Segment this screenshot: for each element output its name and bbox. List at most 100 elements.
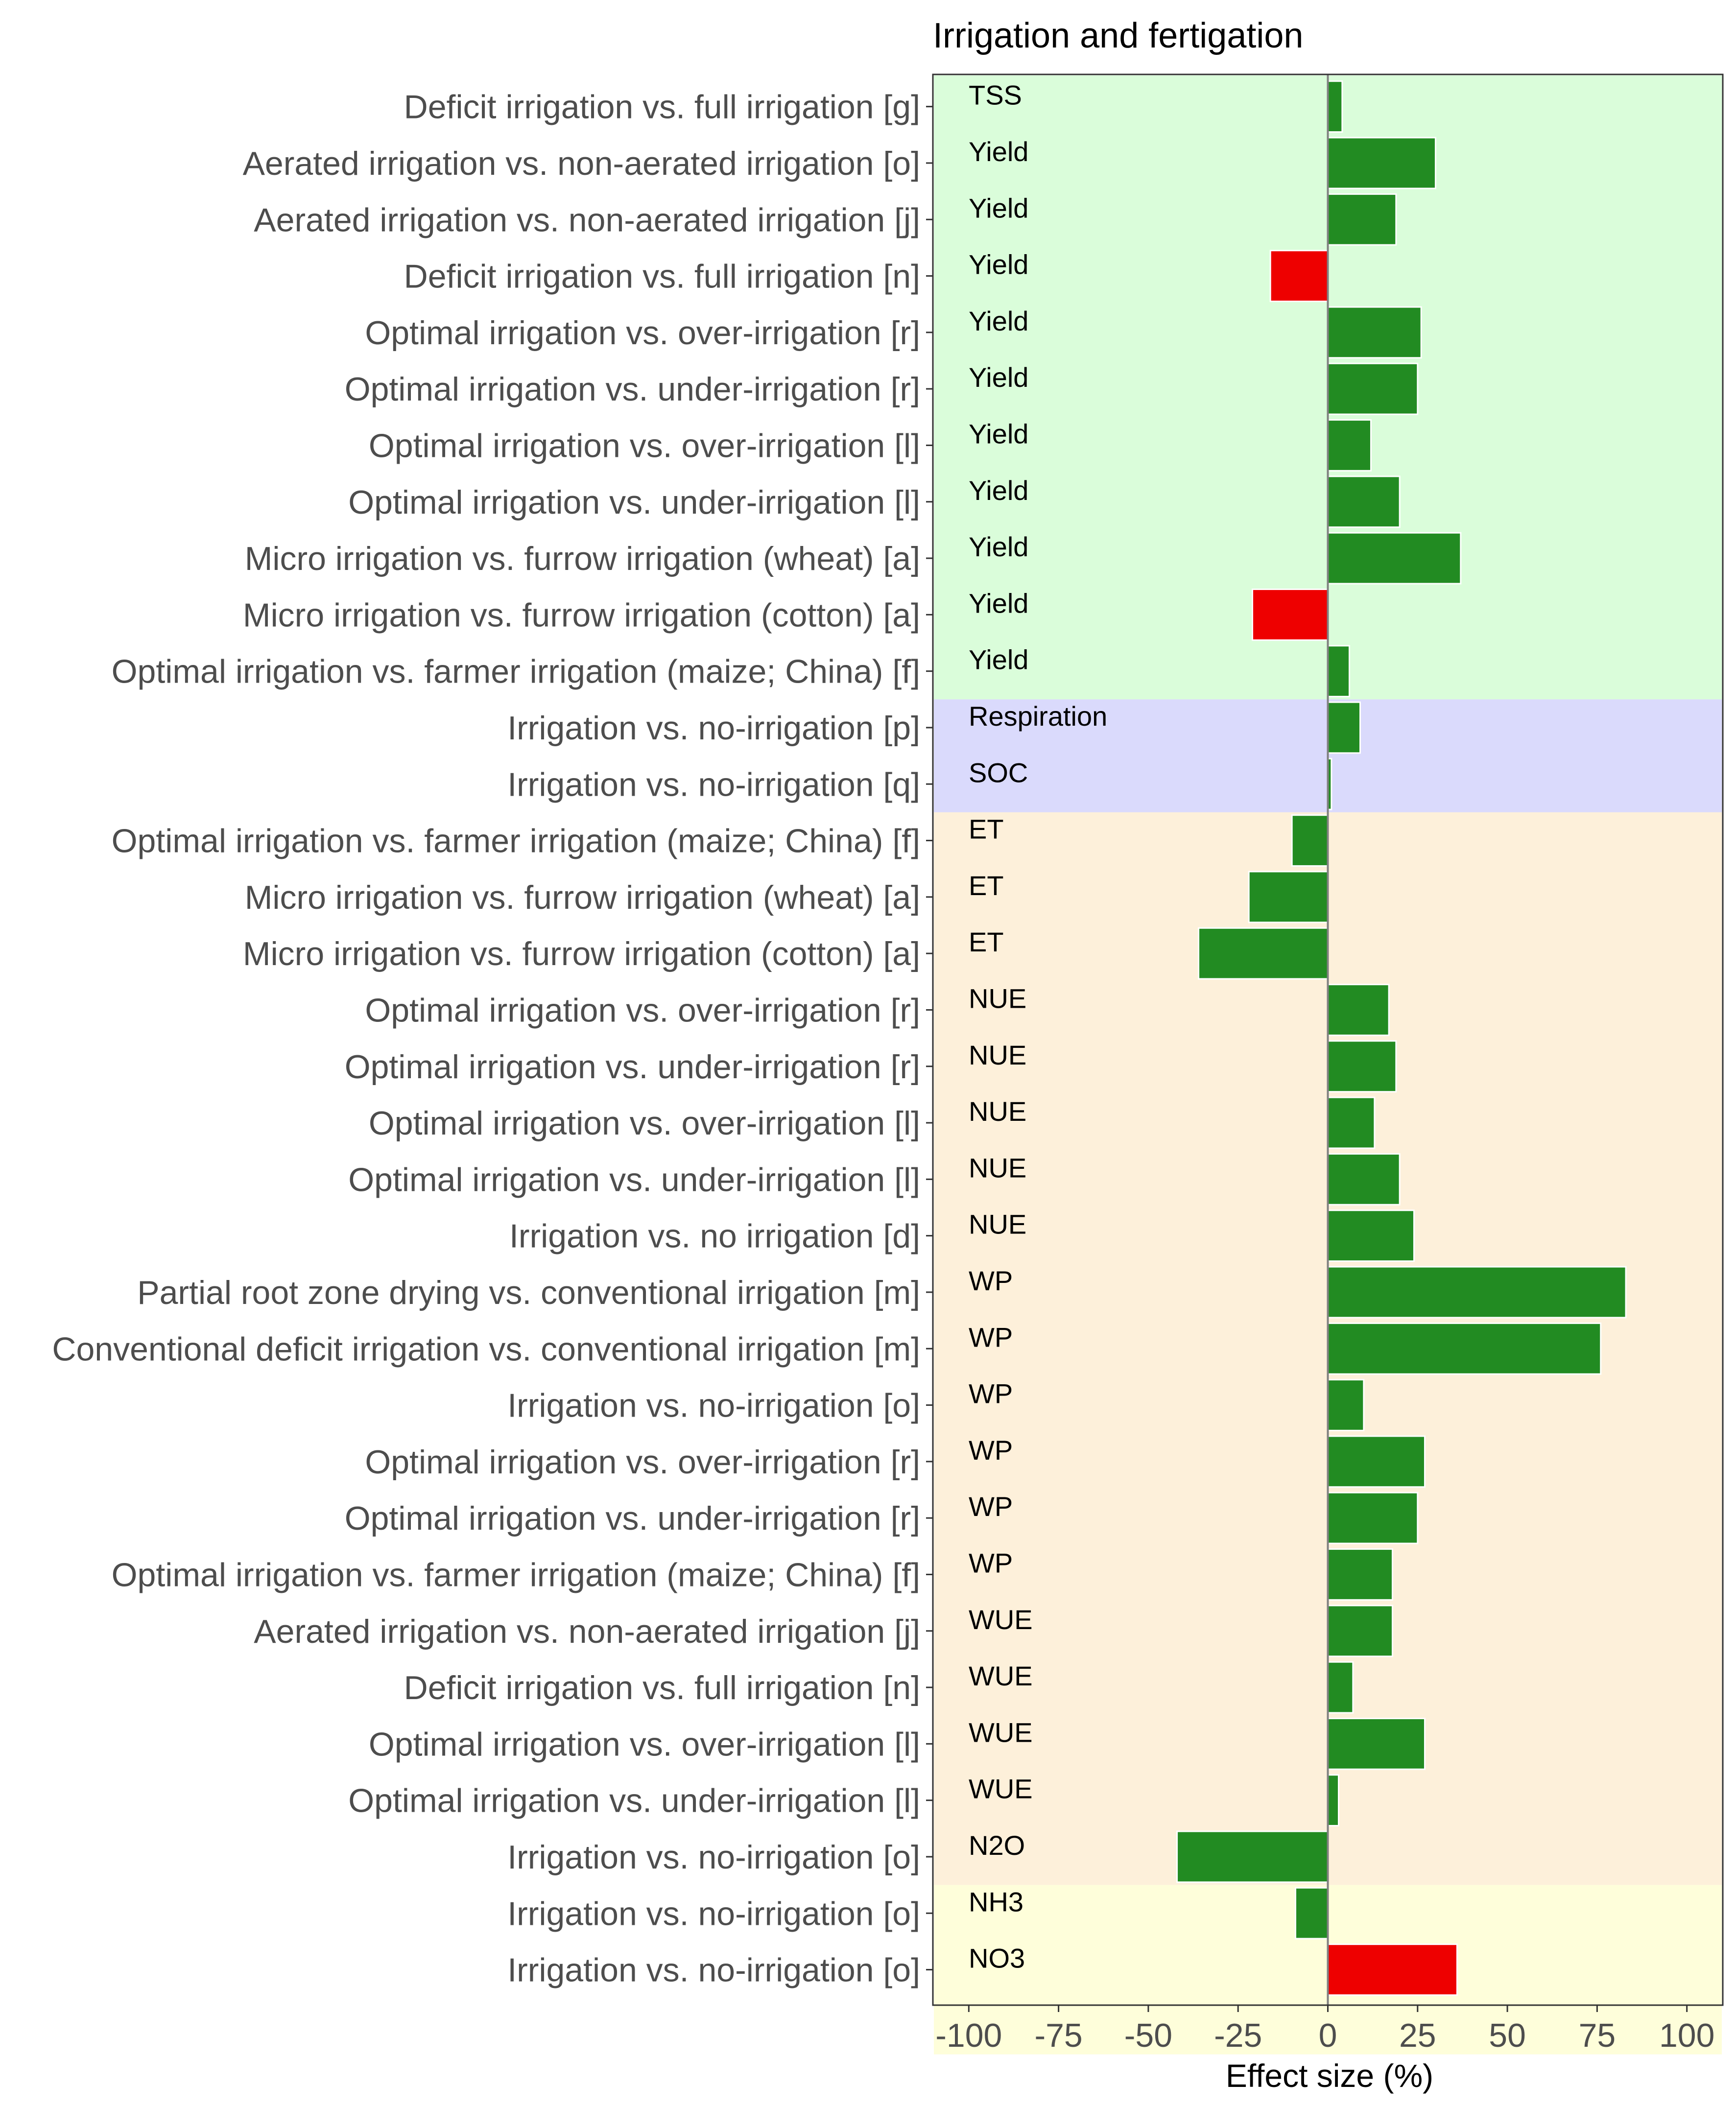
- row-tag: WP: [969, 1322, 1013, 1352]
- row-tag: ET: [969, 814, 1004, 845]
- row-tag: WP: [969, 1491, 1013, 1522]
- row-tag: Yield: [969, 192, 1028, 223]
- bar: [1327, 1153, 1401, 1206]
- y-tick-label: Optimal irrigation vs. under-irrigation …: [345, 371, 920, 408]
- bar: [1327, 1548, 1393, 1601]
- y-axis: Deficit irrigation vs. full irrigation […: [52, 89, 933, 1989]
- row-tag: NUE: [969, 1209, 1026, 1240]
- y-tick-label: Optimal irrigation vs. under-irrigation …: [348, 484, 920, 521]
- row-tag: WUE: [969, 1774, 1033, 1804]
- bar: [1327, 137, 1436, 189]
- y-tick-label: Conventional deficit irrigation vs. conv…: [52, 1330, 920, 1368]
- row-tag: WP: [969, 1547, 1013, 1578]
- bar: [1291, 814, 1329, 867]
- row-tag: SOC: [969, 757, 1028, 788]
- x-tick-label: -25: [1214, 2017, 1262, 2054]
- row-tag: Yield: [969, 418, 1028, 449]
- bar: [1295, 1887, 1329, 1940]
- x-tick-label: -75: [1034, 2017, 1082, 2054]
- y-tick-label: Optimal irrigation vs. under-irrigation …: [345, 1500, 920, 1537]
- y-tick-label: Optimal irrigation vs. under-irrigation …: [348, 1161, 920, 1198]
- row-tag: Yield: [969, 362, 1028, 393]
- row-tag: NO3: [969, 1943, 1025, 1974]
- y-tick-label: Micro irrigation vs. furrow irrigation (…: [245, 540, 920, 577]
- x-tick-label: 25: [1399, 2017, 1436, 2054]
- bar: [1327, 1435, 1426, 1488]
- row-tag: Yield: [969, 644, 1028, 675]
- y-tick-label: Optimal irrigation vs. under-irrigation …: [345, 1048, 920, 1086]
- bar: [1327, 1266, 1627, 1319]
- row-tag: Respiration: [969, 701, 1107, 732]
- chart-title: Irrigation and fertigation: [933, 16, 1303, 55]
- bar: [1327, 1322, 1602, 1375]
- y-tick-label: Optimal irrigation vs. farmer irrigation…: [112, 823, 920, 860]
- y-tick-label: Optimal irrigation vs. over-irrigation […: [369, 427, 920, 464]
- y-tick-label: Micro irrigation vs. furrow irrigation (…: [245, 879, 920, 916]
- row-tag: WUE: [969, 1604, 1033, 1635]
- row-tag: ET: [969, 870, 1004, 901]
- row-tag: WUE: [969, 1717, 1033, 1748]
- bar: [1327, 419, 1372, 472]
- bar: [1327, 306, 1422, 359]
- x-axis-title: Effect size (%): [1226, 2058, 1433, 2094]
- bar: [1248, 871, 1329, 923]
- bar: [1327, 1943, 1458, 1996]
- row-tag: WP: [969, 1265, 1013, 1296]
- bar: [1327, 1661, 1354, 1714]
- row-tag: ET: [969, 926, 1004, 957]
- row-tag: N2O: [969, 1830, 1025, 1861]
- row-tag: NH3: [969, 1886, 1023, 1917]
- y-tick-label: Optimal irrigation vs. over-irrigation […: [365, 992, 920, 1029]
- x-tick-label: -100: [935, 2017, 1002, 2054]
- row-tag: TSS: [969, 80, 1022, 111]
- x-tick-label: 50: [1489, 2017, 1526, 2054]
- bars: [1176, 80, 1627, 1996]
- y-tick-label: Aerated irrigation vs. non-aerated irrig…: [254, 1613, 920, 1650]
- bar: [1327, 1096, 1376, 1149]
- row-tag: Yield: [969, 306, 1028, 336]
- x-tick-label: 0: [1319, 2017, 1337, 2054]
- bar: [1327, 1717, 1426, 1770]
- bar: [1198, 927, 1329, 980]
- y-tick-label: Deficit irrigation vs. full irrigation […: [404, 258, 920, 295]
- row-tag: Yield: [969, 475, 1028, 506]
- bar: [1327, 701, 1361, 754]
- y-tick-label: Optimal irrigation vs. under-irrigation …: [348, 1782, 920, 1820]
- x-tick-label: 75: [1579, 2017, 1616, 2054]
- bar: [1327, 475, 1401, 528]
- bar: [1327, 1605, 1393, 1657]
- bar: [1252, 588, 1329, 641]
- y-tick-label: Irrigation vs. no-irrigation [p]: [507, 710, 920, 747]
- row-tag: Yield: [969, 136, 1028, 167]
- y-tick-label: Irrigation vs. no-irrigation [o]: [507, 1839, 920, 1876]
- bar: [1327, 193, 1397, 246]
- y-tick-label: Micro irrigation vs. furrow irrigation (…: [243, 935, 920, 972]
- bar: [1327, 984, 1390, 1036]
- y-tick-label: Micro irrigation vs. furrow irrigation (…: [243, 596, 920, 634]
- bar: [1327, 1209, 1415, 1262]
- bar: [1327, 645, 1350, 698]
- row-tag: Yield: [969, 588, 1028, 618]
- row-tag: WP: [969, 1435, 1013, 1466]
- bar: [1327, 1379, 1365, 1431]
- row-tags: TSS Yield Yield Yield Yield Yield Yield Yield Yi…: [969, 80, 1107, 1974]
- row-tag: NUE: [969, 1152, 1026, 1183]
- y-tick-label: Aerated irrigation vs. non-aerated irrig…: [254, 201, 920, 238]
- bar: [1327, 1040, 1397, 1093]
- y-tick-label: Optimal irrigation vs. farmer irrigation…: [112, 1556, 920, 1593]
- x-tick-label: -50: [1124, 2017, 1172, 2054]
- x-tick-label: 100: [1659, 2017, 1714, 2054]
- y-tick-label: Irrigation vs. no-irrigation [o]: [507, 1895, 920, 1932]
- bar: [1327, 532, 1462, 585]
- y-tick-label: Optimal irrigation vs. over-irrigation […: [365, 1444, 920, 1481]
- y-tick-label: Aerated irrigation vs. non-aerated irrig…: [243, 145, 920, 182]
- y-tick-label: Optimal irrigation vs. farmer irrigation…: [112, 653, 920, 690]
- y-tick-label: Irrigation vs. no-irrigation [o]: [507, 1952, 920, 1989]
- y-tick-label: Optimal irrigation vs. over-irrigation […: [369, 1726, 920, 1763]
- row-tag: Yield: [969, 249, 1028, 280]
- y-tick-label: Optimal irrigation vs. over-irrigation […: [365, 314, 920, 352]
- row-tag: WP: [969, 1378, 1013, 1409]
- bar: [1176, 1830, 1329, 1883]
